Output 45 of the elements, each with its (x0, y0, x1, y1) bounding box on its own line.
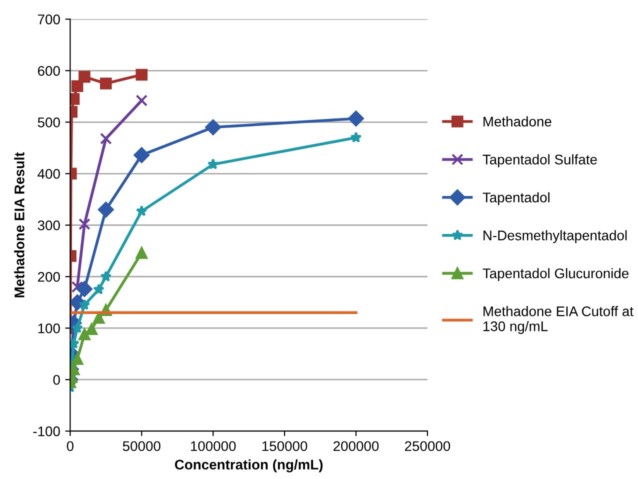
legend-label: N-Desmethyltapentadol (484, 230, 627, 244)
y-tick-label: 400 (38, 168, 60, 179)
point (134, 147, 150, 164)
y-tick-label: 0 (53, 374, 60, 385)
x-tick-label: 250000 (404, 441, 450, 452)
point (207, 158, 219, 170)
x-tick-label: 50000 (122, 441, 160, 452)
point (100, 270, 112, 282)
point (78, 328, 90, 340)
point (100, 132, 112, 145)
y-axis-title: Methadone EIA Result (14, 152, 24, 298)
point (70, 93, 80, 105)
point (72, 322, 83, 334)
point (86, 323, 98, 336)
y-tick-label: 200 (38, 272, 60, 282)
x-tick-label: 100000 (190, 441, 236, 452)
x-tick-label: 200000 (334, 441, 379, 452)
legend-label: Methadone (484, 116, 552, 127)
y-tick-label: 700 (38, 14, 60, 24)
point (78, 218, 90, 230)
point (350, 132, 362, 143)
point (136, 247, 148, 259)
y-tick-label: 500 (38, 117, 60, 128)
y-tick-label: -100 (33, 426, 60, 436)
point (98, 202, 114, 218)
x-tick-label: 0 (66, 441, 74, 452)
y-tick-label: 100 (38, 323, 60, 334)
x-axis-title: Concentration (ng/mL) (174, 459, 323, 472)
point (71, 281, 84, 293)
point (136, 94, 148, 106)
point (78, 299, 90, 310)
point (71, 353, 84, 365)
point (205, 119, 222, 136)
point (92, 312, 105, 324)
y-tick-label: 300 (38, 220, 60, 230)
legend-label: Tapentadol Sulfate (482, 154, 597, 168)
legend-label: Methadone EIA Cutoff at 130 ng/mL (483, 306, 634, 334)
point (348, 110, 364, 126)
point (76, 281, 92, 297)
x-tick-label: 150000 (262, 441, 308, 452)
point (93, 284, 104, 294)
point (136, 205, 148, 216)
y-tick-label: 600 (38, 66, 60, 76)
legend-label: Tapentadol (482, 192, 550, 206)
legend-label: Tapentadol Glucuronide (482, 268, 629, 282)
